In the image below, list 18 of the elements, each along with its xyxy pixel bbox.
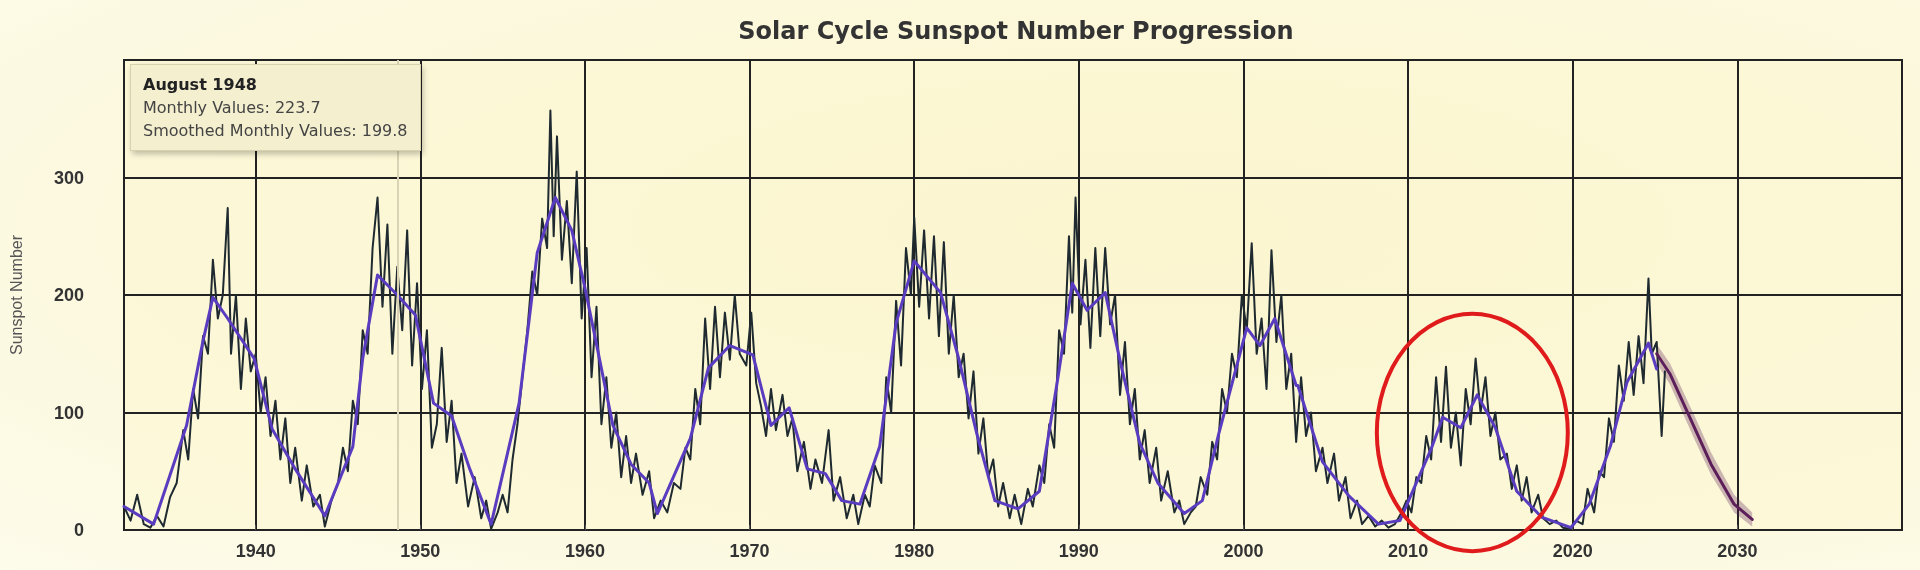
line-series — [122, 195, 1659, 530]
y-tick-label: 300 — [53, 167, 84, 188]
y-tick-label: 200 — [53, 285, 84, 305]
y-tick-label: 100 — [53, 402, 84, 423]
x-tick-label: 1950 — [400, 541, 441, 561]
x-tick-label: 2020 — [1552, 541, 1593, 561]
x-tick-label: 2010 — [1388, 541, 1429, 561]
y-tick-label: 0 — [73, 520, 84, 540]
x-tick-label: 1990 — [1058, 541, 1099, 561]
chart-title: Solar Cycle Sunspot Number Progression — [738, 17, 1294, 45]
x-tick-label: 2000 — [1223, 541, 1264, 561]
x-tick-label: 1970 — [729, 541, 770, 561]
x-tick-label: 2030 — [1717, 541, 1758, 561]
x-tick-label: 1960 — [564, 541, 605, 561]
y-axis-title: Sunspot Number — [7, 234, 25, 356]
annotation: August 1948 Monthly Values: 223.7 Smoothed Monthly Values: 199.8 — [143, 74, 408, 142]
x-tick-label: 1980 — [894, 541, 935, 561]
x-tick-label: 1940 — [235, 541, 276, 561]
